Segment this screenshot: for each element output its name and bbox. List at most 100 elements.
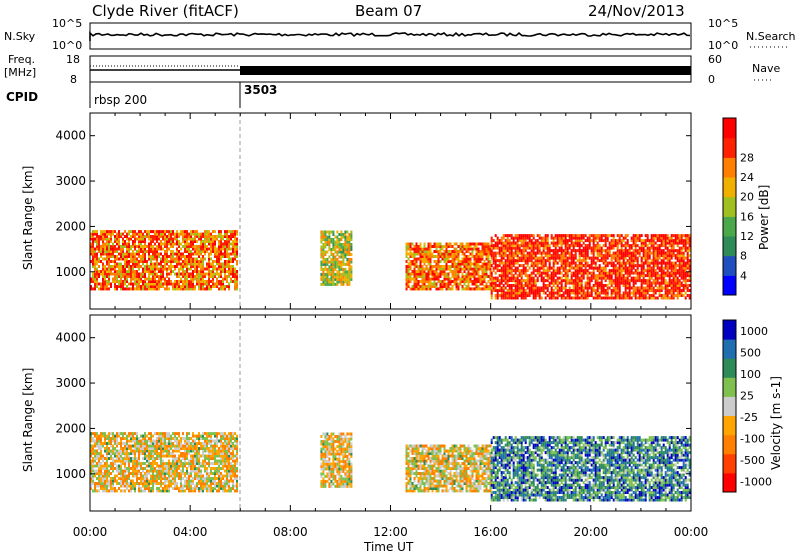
region-2-cell [413, 267, 416, 271]
region-0-cell [230, 252, 232, 256]
region-0-cell [108, 252, 110, 256]
region-3-cell [532, 281, 535, 285]
region-0-cell [130, 487, 132, 490]
region-3-cell [620, 241, 623, 245]
region-1-cell [328, 255, 331, 259]
region-3-cell [494, 294, 497, 297]
region-3-cell [538, 249, 541, 253]
region-3-cell [630, 296, 633, 300]
region-3-cell [588, 284, 591, 287]
region-2-cell [475, 260, 478, 263]
region-0-cell [168, 237, 170, 241]
region-0-cell [100, 452, 102, 455]
region-3-cell [672, 261, 675, 265]
region-3-cell [534, 279, 537, 283]
region-3-cell [676, 294, 679, 297]
region-3-cell [598, 291, 601, 295]
region-2-cell [423, 262, 426, 266]
region-2-cell [427, 247, 430, 251]
region-1-cell [348, 253, 351, 256]
region-3-cell [664, 279, 667, 283]
region-0-cell [102, 487, 104, 490]
region-3-cell [592, 276, 595, 280]
region-3-cell [634, 249, 637, 253]
region-3-cell [662, 281, 665, 285]
region-3-cell [688, 296, 691, 300]
region-0-cell [146, 282, 148, 286]
region-3-cell [576, 239, 579, 243]
region-3-cell [498, 284, 501, 287]
region-3-cell [610, 296, 613, 300]
region-0-cell [98, 484, 100, 488]
region-0-cell [204, 257, 206, 261]
region-2-cell [415, 242, 418, 246]
region-3-cell [612, 281, 615, 285]
region-0-cell [152, 272, 154, 276]
region-0-cell [208, 252, 210, 256]
region-0-cell [138, 250, 140, 253]
region-3-cell [666, 234, 669, 238]
region-2-cell [447, 280, 450, 283]
region-3-cell [528, 241, 531, 245]
region-0-cell [204, 240, 206, 243]
region-1-cell [342, 277, 345, 281]
region-0-cell [126, 242, 128, 246]
region-3-cell [672, 244, 675, 248]
region-2-cell [439, 255, 442, 258]
region-3-cell [490, 256, 493, 260]
region-3-cell [576, 269, 579, 273]
region-3-cell [520, 284, 523, 287]
region-0-cell [98, 260, 100, 263]
region-0-cell [96, 434, 98, 438]
region-2-cell [467, 267, 470, 271]
region-2-cell [481, 267, 484, 271]
region-2-cell [407, 257, 410, 261]
region-0-cell [170, 250, 172, 253]
region-2-cell [465, 275, 468, 278]
region-1-cell [322, 250, 325, 254]
region-0-cell [204, 230, 206, 234]
region-3-cell [620, 266, 623, 270]
region-2-cell [445, 245, 448, 248]
region-0-cell [200, 235, 202, 238]
region-0-cell [140, 285, 142, 288]
region-0-cell [108, 472, 110, 475]
region-3-cell [490, 289, 493, 292]
region-0-cell [190, 280, 192, 283]
region-2-cell [485, 250, 488, 253]
region-3-cell [580, 266, 583, 270]
region-0-cell [126, 457, 128, 460]
region-0-cell [152, 285, 154, 288]
region-0-cell [132, 242, 134, 246]
region-0-cell [128, 232, 130, 236]
region-0-cell [182, 252, 184, 256]
region-0-cell [98, 250, 100, 253]
region-3-cell [674, 294, 677, 297]
region-0-cell [94, 257, 96, 261]
region-0-cell [208, 240, 210, 243]
region-3-cell [574, 241, 577, 245]
region-2-cell [479, 280, 482, 283]
region-3-cell [648, 296, 651, 300]
region-0-cell [116, 464, 118, 468]
region-3-cell [684, 296, 687, 300]
region-3-cell [568, 234, 571, 238]
region-0-cell [198, 272, 200, 276]
region-0-cell [124, 230, 126, 234]
region-0-cell [96, 277, 98, 281]
region-3-cell [628, 294, 631, 297]
region-2-cell [407, 275, 410, 278]
region-3-cell [682, 261, 685, 265]
region-3-cell [558, 286, 561, 290]
region-0-cell [116, 434, 118, 438]
region-3-cell [612, 261, 615, 265]
region-3-cell [682, 286, 685, 290]
region-3-cell [534, 269, 537, 273]
region-0-cell [92, 245, 94, 248]
region-3-cell [552, 279, 555, 283]
region-0-cell [150, 242, 152, 246]
region-1-cell [336, 250, 339, 254]
region-0-cell [110, 479, 112, 483]
region-0-cell [116, 250, 118, 253]
region-3-cell [646, 256, 649, 260]
